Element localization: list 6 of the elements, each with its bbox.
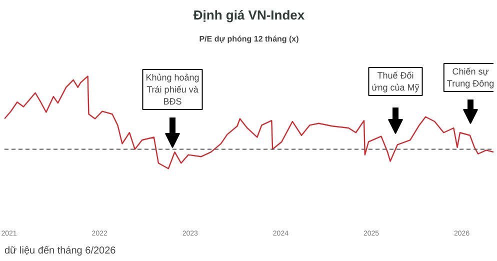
annotation: Chiến sự Trung Đông (446, 66, 494, 88)
annotation: Khủng hoảng Trái phiếu và BĐS (146, 72, 200, 106)
text: dữ liệu đến tháng 6/2026 (4, 246, 116, 256)
annotation: Thuế Đối ứng của Mỹ (372, 70, 420, 92)
chart-title: Định giá VN-Index (193, 8, 306, 22)
chart-subtitle: P/E dự phóng 12 tháng (x) (199, 34, 300, 44)
